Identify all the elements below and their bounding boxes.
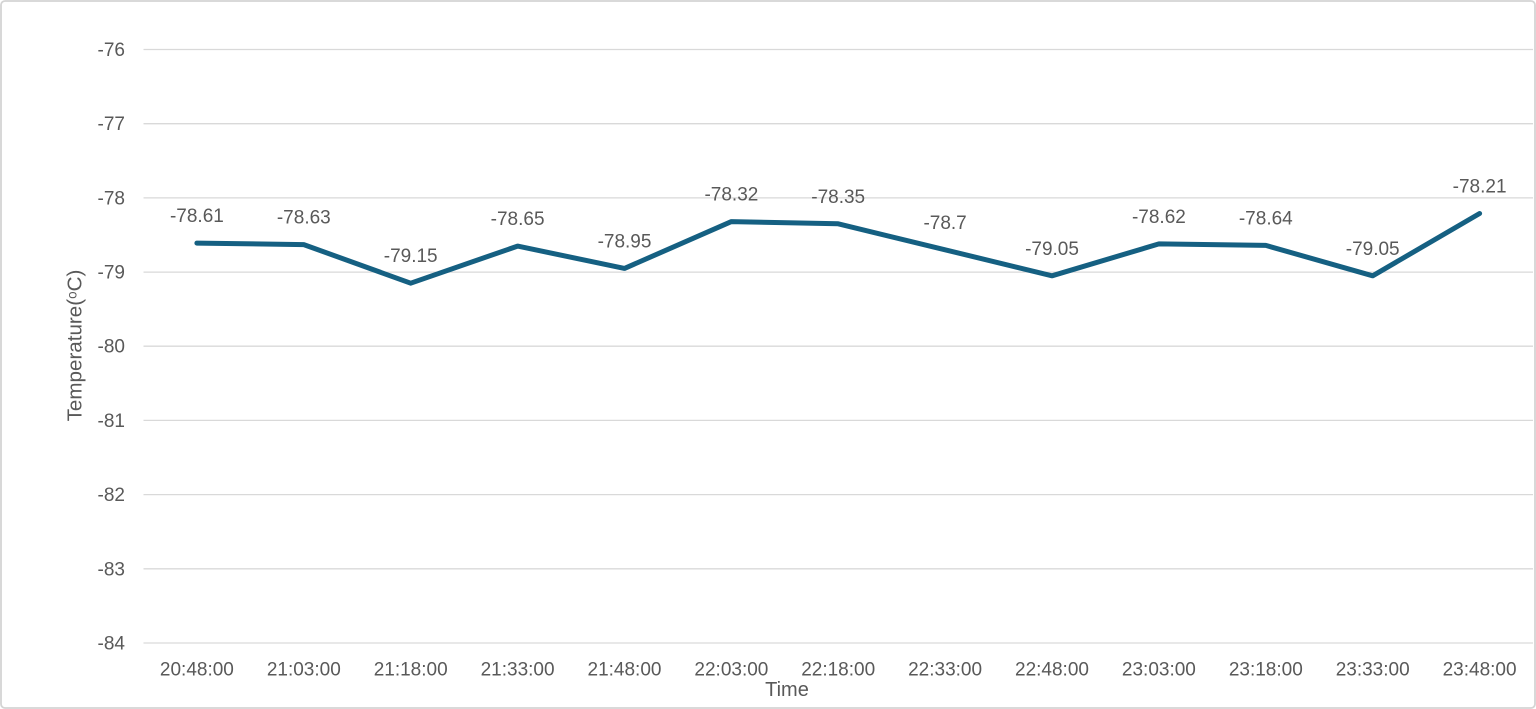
svg-text:21:33:00: 21:33:00 (481, 660, 555, 681)
svg-text:-78.32: -78.32 (704, 185, 758, 206)
svg-text:23:18:00: 23:18:00 (1229, 660, 1303, 681)
svg-text:21:48:00: 21:48:00 (588, 660, 662, 681)
svg-text:-76: -76 (98, 40, 125, 61)
svg-text:-77: -77 (98, 114, 125, 135)
svg-text:23:48:00: 23:48:00 (1443, 660, 1517, 681)
svg-text:-78.65: -78.65 (491, 209, 545, 230)
svg-text:-78.35: -78.35 (811, 187, 865, 208)
svg-text:-83: -83 (98, 559, 125, 580)
svg-text:22:48:00: 22:48:00 (1015, 660, 1089, 681)
svg-text:23:33:00: 23:33:00 (1336, 660, 1410, 681)
svg-text:-79.15: -79.15 (384, 246, 438, 267)
svg-text:-82: -82 (98, 485, 125, 506)
svg-text:23:03:00: 23:03:00 (1122, 660, 1196, 681)
svg-text:22:03:00: 22:03:00 (694, 660, 768, 681)
svg-text:20:48:00: 20:48:00 (160, 660, 234, 681)
svg-text:-84: -84 (98, 634, 126, 655)
svg-text:-78.62: -78.62 (1132, 207, 1186, 228)
svg-text:-78: -78 (98, 188, 125, 209)
svg-text:Temperature(oC): Temperature(oC) (64, 270, 87, 422)
svg-text:-79.05: -79.05 (1025, 239, 1079, 260)
svg-text:-79: -79 (98, 263, 125, 284)
svg-text:21:03:00: 21:03:00 (267, 660, 341, 681)
svg-text:22:33:00: 22:33:00 (908, 660, 982, 681)
svg-text:-81: -81 (98, 411, 125, 432)
svg-text:21:18:00: 21:18:00 (374, 660, 448, 681)
svg-text:-78.63: -78.63 (277, 208, 331, 229)
svg-text:-78.64: -78.64 (1239, 208, 1293, 229)
svg-text:-80: -80 (98, 337, 125, 358)
svg-text:-78.95: -78.95 (598, 231, 652, 252)
svg-text:-78.21: -78.21 (1453, 177, 1507, 198)
svg-text:-78.7: -78.7 (923, 213, 966, 234)
svg-text:-78.61: -78.61 (170, 206, 224, 227)
svg-text:-79.05: -79.05 (1346, 239, 1400, 260)
svg-text:Time: Time (765, 679, 809, 701)
svg-text:22:18:00: 22:18:00 (801, 660, 875, 681)
